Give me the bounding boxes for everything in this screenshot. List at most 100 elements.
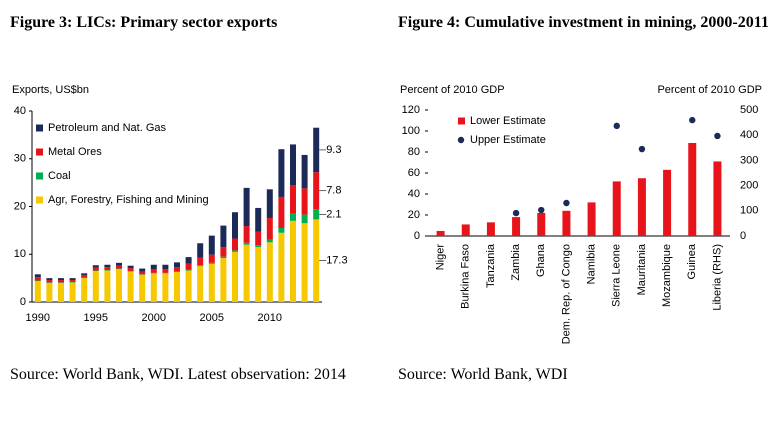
y2-tick-label: 400 — [740, 129, 758, 141]
bar-segment — [104, 264, 111, 268]
legend-label: Metal Ores — [48, 146, 102, 158]
bar-segment — [116, 265, 122, 269]
bar-segment — [58, 278, 64, 281]
x-tick-label: Tanzania — [485, 243, 497, 288]
bar-segment — [150, 273, 157, 302]
bar-segment — [255, 245, 262, 248]
bar-segment — [185, 270, 192, 302]
legend-swatch — [457, 136, 465, 144]
bar-segment — [220, 225, 227, 248]
bar-segment — [220, 258, 227, 302]
bar-segment — [69, 278, 76, 281]
bar — [587, 202, 596, 236]
x-tick-label: Guinea — [686, 243, 698, 279]
legend-label: Agr, Forestry, Fishing and Mining — [48, 194, 209, 206]
bar — [713, 161, 722, 236]
y-axis-label: Exports, US$bn — [12, 84, 89, 96]
bar-segment — [208, 254, 215, 263]
y2-axis-label: Percent of 2010 GDP — [657, 84, 762, 96]
bar — [637, 178, 646, 236]
bar-segment — [197, 265, 204, 267]
bar-segment — [116, 262, 122, 266]
bar-segment — [278, 227, 285, 233]
bar-segment — [301, 223, 308, 302]
bar-segment — [92, 265, 99, 268]
y-tick-label: 100 — [402, 125, 420, 137]
bar-segment — [243, 242, 250, 245]
bar-segment — [34, 274, 41, 278]
x-tick-label: Mauritania — [636, 243, 648, 295]
bar-segment — [58, 280, 64, 283]
source: Source: World Bank, WDI. Latest observat… — [10, 366, 346, 383]
data-label: 2.1 — [326, 208, 341, 220]
bar — [688, 142, 697, 236]
title: Figure 3: LICs: Primary sector exports — [10, 14, 278, 31]
bar-segment — [290, 213, 296, 221]
bar-segment — [185, 257, 192, 264]
point — [714, 132, 721, 140]
y-tick-label: 0 — [20, 296, 26, 308]
y-tick-label: 80 — [408, 146, 420, 158]
bar-segment — [127, 271, 134, 302]
y-tick-label: 40 — [14, 105, 26, 117]
bar-segment — [220, 247, 227, 257]
bar-segment — [243, 226, 250, 243]
x-tick-label: Sierra Leone — [611, 244, 623, 307]
bar-segment — [255, 207, 262, 232]
y2-tick-label: 300 — [740, 154, 758, 166]
x-tick-label: Liberia (RHS) — [711, 244, 723, 311]
point — [613, 122, 620, 130]
bar-segment — [34, 277, 41, 281]
bar-segment — [174, 271, 180, 302]
bar-segment — [174, 267, 180, 272]
bar-segment — [313, 172, 320, 210]
bar — [663, 169, 672, 236]
bar-segment — [81, 273, 88, 276]
y-tick-label: 10 — [14, 248, 26, 260]
bar-segment — [81, 275, 88, 278]
y-tick-label: 0 — [414, 230, 420, 242]
legend-label: Coal — [48, 170, 71, 182]
bar-segment — [162, 264, 169, 270]
y-tick-label: 30 — [14, 153, 26, 165]
bar-segment — [34, 280, 41, 302]
bar-segment — [278, 149, 285, 197]
bar-segment — [185, 269, 192, 271]
y2-tick-label: 0 — [740, 230, 746, 242]
bar-segment — [46, 280, 53, 283]
x-tick-label: Zambia — [510, 243, 522, 281]
bar-segment — [232, 238, 238, 251]
bar-segment — [81, 278, 88, 302]
y2-tick-label: 500 — [740, 104, 758, 116]
x-tick-label: Dem. Rep. of Congo — [560, 244, 572, 344]
y2-tick-label: 200 — [740, 180, 758, 192]
bar-segment — [232, 212, 238, 239]
point — [689, 116, 696, 124]
bar-segment — [278, 196, 285, 228]
bar-segment — [150, 269, 157, 273]
legend-swatch — [36, 148, 43, 156]
y-tick-label: 20 — [408, 209, 420, 221]
bar-segment — [255, 247, 262, 302]
bar-segment — [197, 266, 204, 302]
bar-segment — [127, 268, 134, 271]
x-tick-label: Burkina Faso — [460, 244, 472, 309]
y-tick-label: 60 — [408, 167, 420, 179]
point — [538, 206, 545, 214]
point — [563, 199, 570, 207]
bar-segment — [92, 267, 99, 271]
data-label: 7.8 — [326, 185, 341, 197]
legend-swatch — [458, 117, 465, 125]
bar — [486, 222, 495, 236]
bar-segment — [92, 270, 99, 302]
bar-segment — [197, 243, 204, 258]
bar-segment — [255, 231, 262, 246]
y-tick-label: 20 — [14, 200, 26, 212]
bar-segment — [185, 263, 192, 270]
bar-segment — [266, 239, 273, 243]
bar-segment — [232, 250, 238, 252]
x-tick-label: 2000 — [142, 312, 166, 324]
bar-segment — [69, 282, 76, 302]
x-tick-label: Niger — [434, 244, 446, 271]
data-label: 17.3 — [326, 255, 347, 267]
